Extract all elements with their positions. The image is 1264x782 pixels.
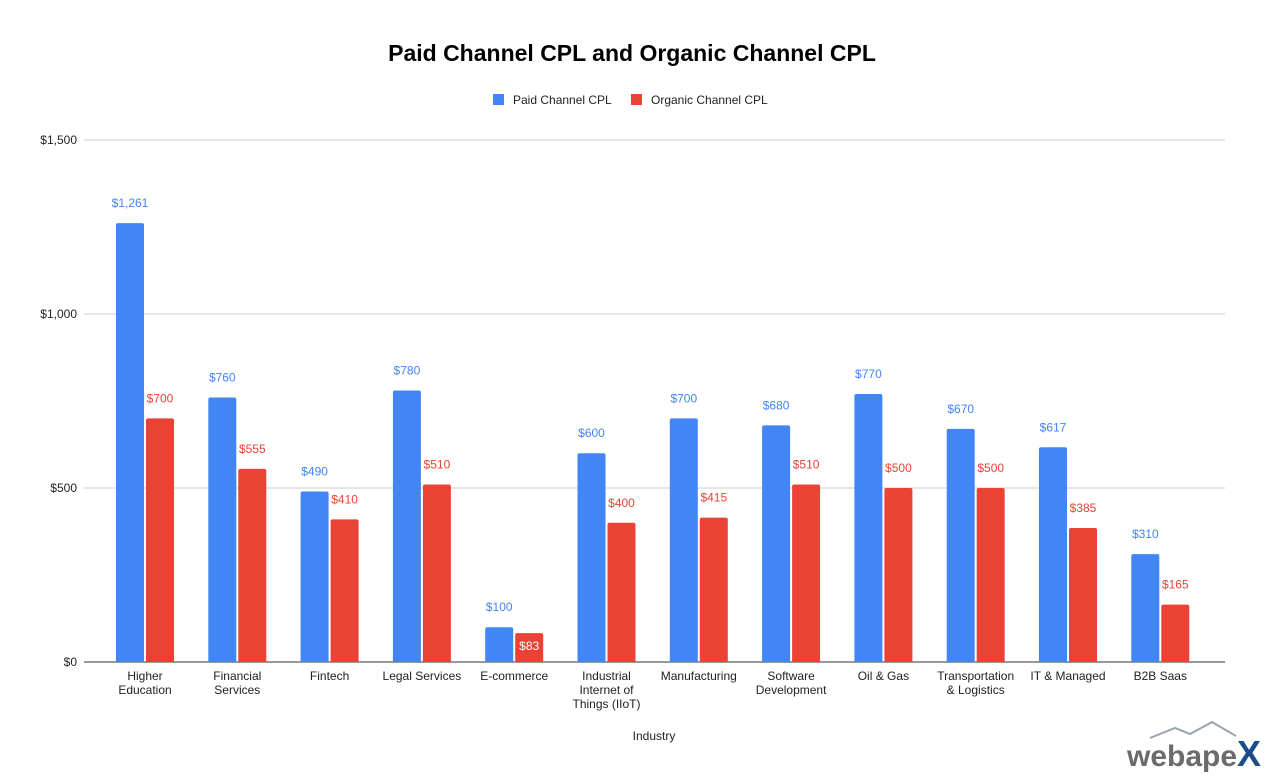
paid-bar bbox=[946, 428, 975, 662]
y-tick-label: $0 bbox=[64, 655, 78, 669]
chart-title: Paid Channel CPL and Organic Channel CPL bbox=[388, 40, 876, 66]
paid-bar bbox=[116, 223, 144, 662]
paid-data-label: $100 bbox=[486, 600, 513, 614]
y-tick-label: $1,000 bbox=[40, 307, 77, 321]
paid-data-label: $770 bbox=[855, 367, 882, 381]
paid-bar bbox=[485, 627, 514, 662]
x-category-label: E-commerce bbox=[480, 669, 548, 683]
organic-bar bbox=[422, 484, 451, 662]
organic-data-label: $510 bbox=[793, 458, 820, 472]
organic-data-label: $165 bbox=[1162, 578, 1189, 592]
paid-bar bbox=[577, 453, 606, 662]
x-category-label: Transportation & Logistics bbox=[937, 669, 1014, 697]
x-axis-categories: Higher Education Financial Services Fintech L… bbox=[118, 669, 1187, 711]
data-labels: $1,261 $700 $760 $555 $490$410 $780 $510 $100 $8… bbox=[112, 196, 1189, 653]
organic-data-label: $415 bbox=[700, 491, 727, 505]
legend-swatch-organic bbox=[631, 94, 642, 105]
organic-data-label: $500 bbox=[885, 461, 912, 475]
organic-bar bbox=[884, 488, 913, 662]
x-category-label: Legal Services bbox=[383, 669, 462, 683]
organic-bar bbox=[146, 418, 174, 662]
organic-data-label: $500 bbox=[977, 461, 1004, 475]
organic-bar bbox=[1161, 604, 1190, 662]
paid-bar bbox=[1039, 447, 1067, 662]
paid-data-label: $760 bbox=[209, 371, 236, 385]
legend-label-organic: Organic Channel CPL bbox=[651, 93, 768, 107]
legend: Paid Channel CPL Organic Channel CPL bbox=[493, 93, 768, 107]
organic-data-label: $510 bbox=[424, 458, 451, 472]
organic-bar bbox=[607, 522, 636, 662]
organic-bar bbox=[699, 517, 728, 662]
organic-bar bbox=[792, 484, 821, 662]
organic-bar bbox=[515, 633, 544, 662]
y-tick-label: $500 bbox=[50, 481, 77, 495]
organic-bar bbox=[1069, 528, 1097, 662]
paid-data-label: $780 bbox=[394, 364, 421, 378]
x-axis-title: Industry bbox=[633, 729, 676, 743]
paid-data-label: $700 bbox=[670, 391, 697, 405]
x-category-label: B2B Saas bbox=[1134, 669, 1187, 683]
organic-bar bbox=[238, 468, 267, 662]
x-category-label: Fintech bbox=[310, 669, 349, 683]
x-category-label: Industrial Internet of Things (IIoT) bbox=[572, 669, 640, 711]
x-category-label: Oil & Gas bbox=[858, 669, 909, 683]
paid-bar bbox=[208, 397, 237, 662]
organic-data-label: $410 bbox=[331, 492, 358, 506]
paid-data-label: $670 bbox=[947, 402, 974, 416]
paid-data-label: $1,261 bbox=[112, 196, 149, 210]
logo-mountain-icon bbox=[1149, 720, 1237, 739]
organic-data-label: $700 bbox=[147, 391, 174, 405]
organic-bar bbox=[330, 519, 359, 662]
x-category-label: Manufacturing bbox=[661, 669, 737, 683]
x-category-label: IT & Managed bbox=[1030, 669, 1105, 683]
x-category-label: Higher Education bbox=[118, 669, 171, 697]
y-tick-label: $1,500 bbox=[40, 133, 77, 147]
webapex-logo: webapeX bbox=[1126, 720, 1261, 774]
organic-data-label: $83 bbox=[519, 639, 539, 653]
paid-bar bbox=[854, 394, 883, 662]
paid-data-label: $617 bbox=[1040, 420, 1067, 434]
paid-data-label: $680 bbox=[763, 398, 790, 412]
paid-bar bbox=[669, 418, 698, 662]
paid-data-label: $600 bbox=[578, 426, 605, 440]
y-axis-ticks: $0 $500 $1,000 $1,500 bbox=[40, 133, 77, 669]
paid-data-label: $310 bbox=[1132, 527, 1159, 541]
x-category-label: Financial Services bbox=[213, 669, 261, 697]
paid-bar bbox=[762, 425, 791, 662]
organic-bar bbox=[976, 488, 1005, 662]
paid-bar bbox=[1131, 554, 1160, 662]
bars bbox=[116, 223, 1190, 662]
legend-label-paid: Paid Channel CPL bbox=[513, 93, 612, 107]
x-category-label: Software Development bbox=[756, 669, 827, 697]
paid-data-label: $490 bbox=[301, 464, 328, 478]
legend-swatch-paid bbox=[493, 94, 504, 105]
organic-data-label: $400 bbox=[608, 496, 635, 510]
paid-bar bbox=[392, 390, 421, 662]
organic-data-label: $385 bbox=[1070, 501, 1097, 515]
paid-bar bbox=[300, 491, 329, 662]
logo-text: webapeX bbox=[1126, 733, 1261, 774]
organic-data-label: $555 bbox=[239, 442, 266, 456]
gridlines bbox=[84, 139, 1225, 663]
